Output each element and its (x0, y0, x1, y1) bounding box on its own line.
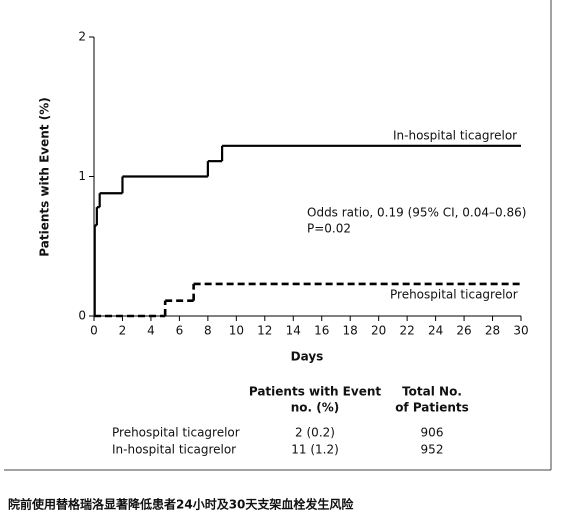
x-tick-label: 16 (314, 324, 329, 338)
table-cell: 906 (421, 426, 444, 440)
table-header: of Patients (395, 401, 469, 415)
x-tick-label: 30 (513, 324, 528, 338)
annotation: P=0.02 (307, 222, 351, 236)
x-tick-label: 0 (90, 324, 98, 338)
x-tick-label: 24 (428, 324, 443, 338)
annotation: Odds ratio, 0.19 (95% CI, 0.04–0.86) (307, 206, 526, 220)
x-tick-label: 12 (257, 324, 272, 338)
x-tick-label: 26 (456, 324, 471, 338)
x-tick-label: 18 (343, 324, 358, 338)
table-cell: 11 (1.2) (291, 443, 339, 457)
y-tick-label: 0 (78, 309, 86, 323)
x-tick-label: 6 (176, 324, 184, 338)
table-header: Patients with Event (249, 385, 382, 399)
x-tick-label: 4 (147, 324, 155, 338)
x-tick-label: 20 (371, 324, 386, 338)
table-header: no. (%) (291, 401, 340, 415)
x-tick-label: 22 (399, 324, 414, 338)
y-axis-title: Patients with Event (%) (38, 97, 52, 256)
table-cell: Prehospital ticagrelor (112, 426, 240, 440)
x-tick-label: 14 (286, 324, 301, 338)
caption: 院前使用替格瑞洛显著降低患者24小时及30天支架血栓发生风险 (8, 497, 354, 512)
table-cell: 952 (421, 443, 444, 457)
x-tick-label: 2 (119, 324, 127, 338)
table-header: Total No. (402, 385, 462, 399)
series-label: Prehospital ticagrelor (390, 288, 518, 302)
y-tick-label: 1 (78, 169, 86, 183)
table-cell: In-hospital ticagrelor (112, 443, 236, 457)
x-tick-label: 10 (229, 324, 244, 338)
series-label: In-hospital ticagrelor (393, 129, 517, 143)
table-cell: 2 (0.2) (295, 426, 335, 440)
x-axis-title: Days (291, 350, 324, 364)
y-tick-label: 2 (78, 30, 86, 44)
x-tick-label: 28 (485, 324, 500, 338)
x-tick-label: 8 (204, 324, 212, 338)
